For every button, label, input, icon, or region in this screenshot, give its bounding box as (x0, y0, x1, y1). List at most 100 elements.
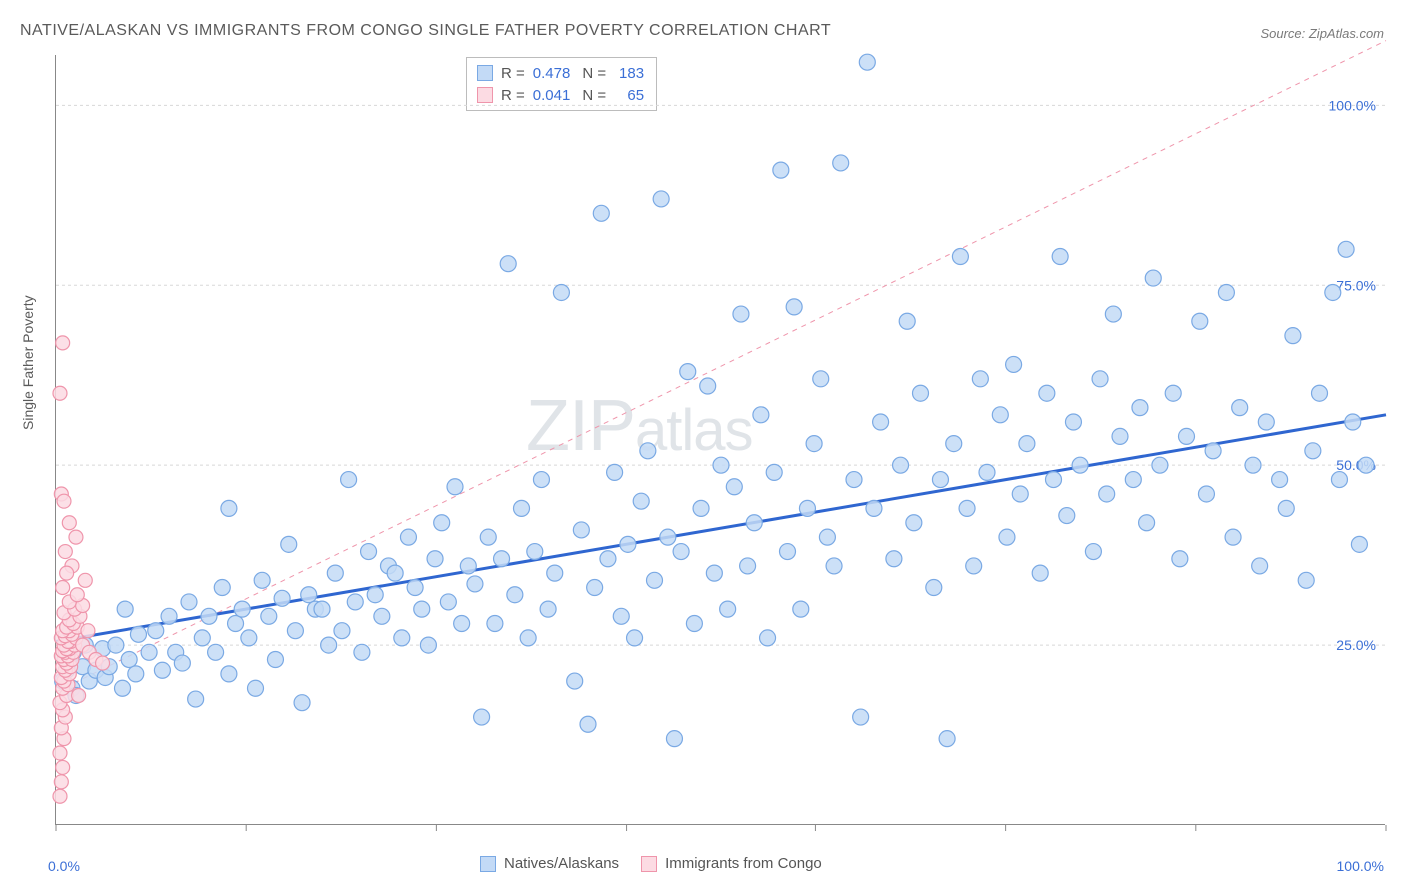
data-point-natives (314, 601, 330, 617)
data-point-natives (527, 544, 543, 560)
legend-item-natives: Natives/Alaskans (480, 855, 619, 872)
data-point-natives (979, 464, 995, 480)
swatch-congo (641, 856, 657, 872)
data-point-natives (487, 616, 503, 632)
data-point-natives (866, 500, 882, 516)
data-point-natives (321, 637, 337, 653)
data-point-natives (780, 544, 796, 560)
data-point-natives (1338, 241, 1354, 257)
data-point-natives (130, 626, 146, 642)
data-point-natives (1351, 536, 1367, 552)
data-point-congo (81, 624, 95, 638)
data-point-natives (214, 580, 230, 596)
data-point-congo (58, 545, 72, 559)
data-point-natives (108, 637, 124, 653)
data-point-natives (540, 601, 556, 617)
chart-title: NATIVE/ALASKAN VS IMMIGRANTS FROM CONGO … (20, 22, 831, 40)
data-point-natives (613, 608, 629, 624)
data-point-natives (121, 651, 137, 667)
data-point-natives (893, 457, 909, 473)
data-point-natives (706, 565, 722, 581)
scatter-svg: 25.0%50.0%75.0%100.0% (56, 55, 1385, 824)
data-point-natives (1032, 565, 1048, 581)
data-point-natives (1052, 248, 1068, 264)
data-point-natives (899, 313, 915, 329)
data-point-natives (128, 666, 144, 682)
data-point-natives (1019, 436, 1035, 452)
data-point-natives (248, 680, 264, 696)
y-tick-label: 75.0% (1336, 277, 1376, 293)
data-point-natives (427, 551, 443, 567)
data-point-natives (1139, 515, 1155, 531)
data-point-natives (434, 515, 450, 531)
data-point-natives (786, 299, 802, 315)
data-point-natives (148, 623, 164, 639)
data-point-natives (826, 558, 842, 574)
data-point-natives (627, 630, 643, 646)
data-point-natives (221, 666, 237, 682)
data-point-natives (1192, 313, 1208, 329)
data-point-natives (1252, 558, 1268, 574)
data-point-natives (886, 551, 902, 567)
data-point-natives (1165, 385, 1181, 401)
data-point-congo (53, 386, 67, 400)
data-point-congo (62, 516, 76, 530)
data-point-natives (1099, 486, 1115, 502)
data-point-congo (57, 494, 71, 508)
data-point-natives (972, 371, 988, 387)
data-point-natives (407, 580, 423, 596)
legend-label-natives: Natives/Alaskans (504, 855, 619, 872)
data-point-natives (394, 630, 410, 646)
data-point-natives (573, 522, 589, 538)
data-point-natives (946, 436, 962, 452)
data-point-natives (673, 544, 689, 560)
data-point-natives (500, 256, 516, 272)
data-point-natives (1125, 472, 1141, 488)
data-point-natives (234, 601, 250, 617)
data-point-natives (846, 472, 862, 488)
data-point-natives (327, 565, 343, 581)
data-point-natives (746, 515, 762, 531)
data-point-natives (1065, 414, 1081, 430)
y-tick-label: 25.0% (1336, 637, 1376, 653)
data-point-natives (726, 479, 742, 495)
data-point-natives (813, 371, 829, 387)
data-point-natives (647, 572, 663, 588)
data-point-natives (1092, 371, 1108, 387)
data-point-natives (607, 464, 623, 480)
data-point-natives (952, 248, 968, 264)
data-point-natives (666, 731, 682, 747)
data-point-natives (1046, 472, 1062, 488)
data-point-natives (287, 623, 303, 639)
data-point-natives (1358, 457, 1374, 473)
plot-area: ZIPatlas R = 0.478 N = 183 R = 0.041 N =… (55, 55, 1385, 825)
data-point-natives (760, 630, 776, 646)
data-point-natives (221, 500, 237, 516)
data-point-natives (932, 472, 948, 488)
data-point-natives (440, 594, 456, 610)
data-point-natives (906, 515, 922, 531)
bottom-legend: Natives/Alaskans Immigrants from Congo (480, 855, 822, 872)
data-point-congo (53, 789, 67, 803)
data-point-natives (301, 587, 317, 603)
data-point-natives (1059, 508, 1075, 524)
data-point-natives (793, 601, 809, 617)
data-point-natives (992, 407, 1008, 423)
data-point-natives (733, 306, 749, 322)
data-point-natives (181, 594, 197, 610)
data-point-natives (859, 54, 875, 70)
data-point-natives (547, 565, 563, 581)
y-tick-label: 100.0% (1329, 97, 1376, 113)
data-point-natives (833, 155, 849, 171)
data-point-natives (294, 695, 310, 711)
data-point-natives (254, 572, 270, 588)
data-point-natives (261, 608, 277, 624)
data-point-natives (1072, 457, 1088, 473)
y-axis-label: Single Father Poverty (20, 295, 36, 430)
data-point-natives (347, 594, 363, 610)
data-point-natives (533, 472, 549, 488)
data-point-natives (1205, 443, 1221, 459)
data-point-congo (56, 581, 70, 595)
data-point-congo (72, 688, 86, 702)
data-point-natives (766, 464, 782, 480)
